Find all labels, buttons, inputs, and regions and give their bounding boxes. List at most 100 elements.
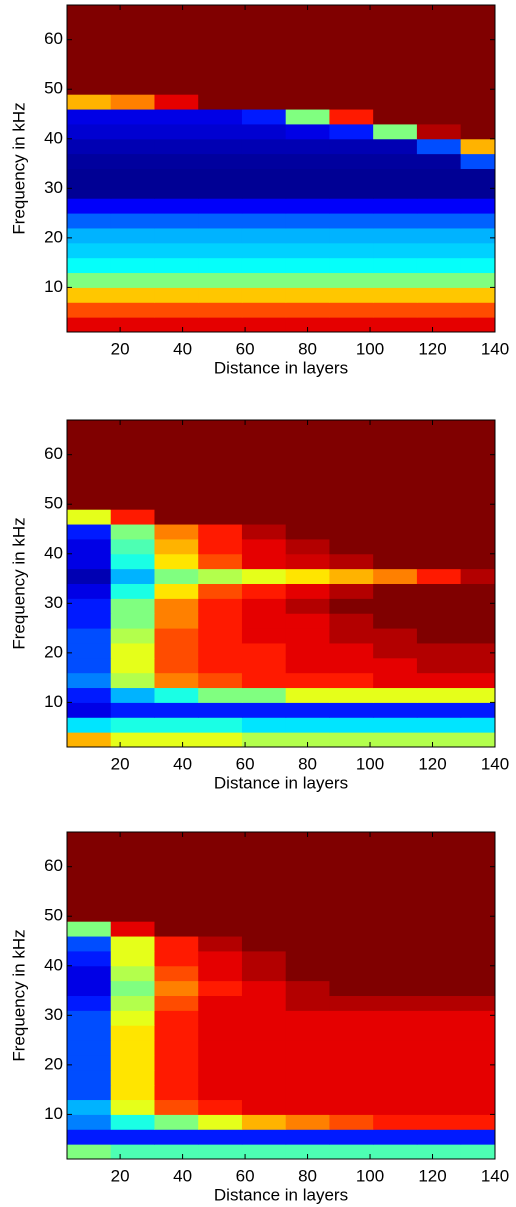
heat-cell (329, 1144, 374, 1159)
heat-cell (329, 183, 374, 199)
heat-cell (110, 732, 155, 747)
y-axis-label: Frequency in kHz (9, 102, 28, 234)
heat-cell (110, 891, 155, 907)
heat-cell (285, 420, 330, 436)
heat-cell (285, 1025, 330, 1041)
heat-cell (373, 1084, 418, 1101)
heat-cell (460, 995, 495, 1011)
heat-cell (110, 94, 155, 110)
heat-cell (416, 94, 462, 110)
heat-cell (198, 213, 243, 229)
heat-cell (285, 965, 330, 982)
heat-cell (329, 94, 374, 110)
heat-cell (241, 553, 287, 570)
heat-cell (198, 494, 243, 510)
heat-cell (329, 19, 374, 36)
heat-cell (285, 1084, 330, 1101)
heat-cell (67, 34, 112, 51)
heat-cell (67, 861, 112, 878)
heat-cell (198, 950, 243, 967)
heat-cell (110, 861, 155, 878)
heat-cell (241, 732, 287, 747)
heat-cell (416, 168, 462, 184)
heat-cell (154, 524, 199, 540)
heat-cell (241, 1084, 287, 1101)
heat-cell (373, 213, 418, 229)
heat-cell (373, 1144, 418, 1159)
heat-cell (67, 832, 112, 848)
heat-cell (285, 1040, 330, 1056)
heat-cell (241, 49, 287, 65)
heat-cell (198, 965, 243, 982)
heat-cell (154, 5, 199, 21)
heat-cell (198, 449, 243, 466)
heat-cell (329, 1129, 374, 1145)
y-tick-label: 20 (44, 227, 63, 246)
heat-cell (241, 598, 287, 614)
heat-cell (154, 49, 199, 65)
heat-cell (110, 19, 155, 36)
heat-cell (67, 509, 112, 525)
heat-cell (373, 1010, 418, 1026)
y-tick-label: 30 (44, 593, 63, 612)
heat-cell (67, 553, 112, 570)
heat-cell (241, 434, 287, 451)
heat-cell (67, 302, 112, 318)
heat-cell (460, 832, 495, 848)
heat-cell (329, 1069, 374, 1086)
heat-cell (241, 198, 287, 214)
heat-cell (241, 613, 287, 629)
heat-cell (460, 317, 495, 332)
heat-cell (198, 524, 243, 540)
heat-cell (329, 672, 374, 689)
heat-cell (285, 628, 330, 644)
heat-cell (198, 1099, 243, 1115)
heat-cell (373, 553, 418, 570)
heat-cell (154, 950, 199, 967)
heat-cell (416, 1025, 462, 1041)
heat-cell (67, 287, 112, 303)
heat-cell (460, 1069, 495, 1086)
heat-cell (67, 1040, 112, 1056)
heat-cell (110, 227, 155, 244)
x-tick-label: 140 (481, 754, 509, 773)
y-tick-label: 20 (44, 1054, 63, 1073)
heat-cell (67, 568, 112, 584)
heat-cell (241, 1144, 287, 1159)
heat-cell (110, 553, 155, 570)
heat-cell (285, 717, 330, 733)
heat-cell (110, 936, 155, 952)
heat-cell (460, 553, 495, 570)
heat-cell (460, 213, 495, 229)
heat-cell (67, 168, 112, 184)
heat-cell (285, 906, 330, 922)
heat-cell (67, 1129, 112, 1145)
heat-cell (198, 672, 243, 689)
heat-cell (285, 227, 330, 244)
heat-cell (198, 628, 243, 644)
heat-cell (285, 936, 330, 952)
heat-cell (241, 891, 287, 907)
heat-cell (241, 227, 287, 244)
heat-cell (373, 302, 418, 318)
heat-cell (67, 628, 112, 644)
heat-cell (154, 138, 199, 155)
heat-cell (460, 1144, 495, 1159)
heat-cell (373, 1054, 418, 1071)
heat-cell (285, 1099, 330, 1115)
heat-cell (373, 1025, 418, 1041)
heat-cell (241, 1025, 287, 1041)
heat-cell (154, 642, 199, 659)
heat-cell (110, 965, 155, 982)
heat-cell (67, 434, 112, 451)
x-tick-label: 120 (418, 754, 446, 773)
heat-cell (198, 1144, 243, 1159)
heat-cell (198, 153, 243, 169)
heat-cell (460, 936, 495, 952)
heat-cell (241, 494, 287, 510)
heat-cell (285, 583, 330, 599)
x-tick-label: 20 (111, 754, 130, 773)
heat-cell (460, 272, 495, 288)
heat-cell (154, 717, 199, 733)
heat-cell (416, 1114, 462, 1130)
